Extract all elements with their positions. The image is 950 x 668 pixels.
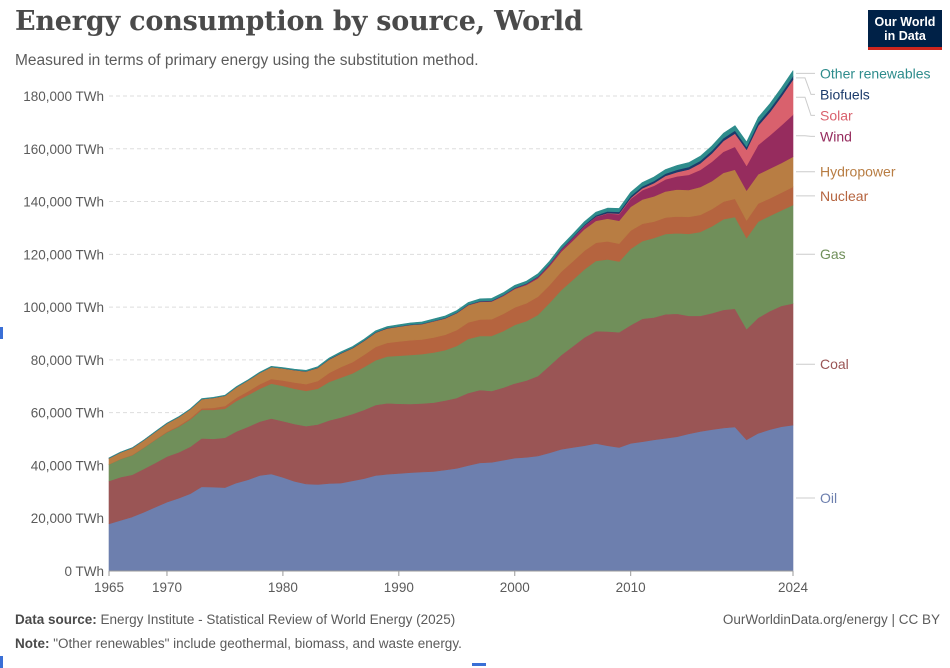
x-tick-label: 2024 <box>778 580 809 595</box>
credit-link[interactable]: OurWorldinData.org/energy | CC BY <box>722 612 940 627</box>
y-tick-label: 180,000 TWh <box>23 89 104 104</box>
legend-connector-biofuels <box>796 77 815 95</box>
series-areas <box>108 70 794 572</box>
y-axis-tick-labels: 0 TWh 20,000 TWh 40,000 TWh 60,000 TWh 80,00… <box>23 89 104 579</box>
x-tick-label: 1980 <box>268 580 298 595</box>
x-axis-ticks: 1965 1970 1980 1990 2000 2010 2024 <box>94 571 809 595</box>
legend-label-oil[interactable]: Oil <box>820 490 837 506</box>
y-tick-label: 80,000 TWh <box>31 353 104 368</box>
logo-line-2: in Data <box>884 29 926 43</box>
y-tick-label: 100,000 TWh <box>23 300 104 315</box>
legend-label-solar[interactable]: Solar <box>820 107 853 123</box>
note-label: Note: <box>15 636 50 651</box>
x-tick-label: 1965 <box>94 580 124 595</box>
x-tick-label: 1990 <box>384 580 414 595</box>
legend-label-biofuels[interactable]: Biofuels <box>820 86 870 102</box>
legend-connector-solar <box>796 96 815 116</box>
x-tick-label: 2010 <box>616 580 646 595</box>
y-tick-label: 20,000 TWh <box>31 511 104 526</box>
y-tick-label: 160,000 TWh <box>23 142 104 157</box>
series-legend: Oil Coal Gas Nuclear Hydropower Wind Solar Biof… <box>796 65 931 506</box>
x-tick-label: 2000 <box>500 580 530 595</box>
legend-label-hydropower[interactable]: Hydropower <box>820 164 896 180</box>
chart-title: Energy consumption by source, World <box>15 6 583 37</box>
data-source-text[interactable]: Energy Institute - Statistical Review of… <box>100 612 456 627</box>
legend-label-coal[interactable]: Coal <box>820 356 849 372</box>
note-text: "Other renewables" include geothermal, b… <box>53 636 462 651</box>
y-tick-label: 60,000 TWh <box>31 406 104 421</box>
legend-label-wind[interactable]: Wind <box>820 128 852 144</box>
data-source: Data source: Energy Institute - Statisti… <box>15 612 455 627</box>
edge-marker-bottom <box>472 663 486 666</box>
y-tick-label: 40,000 TWh <box>31 458 104 473</box>
y-tick-label: 120,000 TWh <box>23 247 104 262</box>
legend-connector-wind <box>796 135 815 137</box>
edge-marker-bottom-left <box>0 656 3 668</box>
data-source-label: Data source: <box>15 612 97 627</box>
legend-label-nuclear[interactable]: Nuclear <box>820 188 869 204</box>
x-tick-label: 1970 <box>152 580 182 595</box>
legend-label-other-renewables[interactable]: Other renewables <box>820 65 931 81</box>
chart-note: Note: "Other renewables" include geother… <box>15 636 462 651</box>
logo-red-bar <box>868 47 942 50</box>
y-tick-label: 0 TWh <box>64 564 104 579</box>
y-tick-label: 140,000 TWh <box>23 195 104 210</box>
chart-subtitle: Measured in terms of primary energy usin… <box>15 52 479 69</box>
edge-marker-left <box>0 327 3 339</box>
owid-logo[interactable]: Our World in Data <box>868 10 942 50</box>
area-other-renewables[interactable] <box>108 70 794 459</box>
logo-line-1: Our World <box>874 15 936 29</box>
legend-label-gas[interactable]: Gas <box>820 246 846 262</box>
